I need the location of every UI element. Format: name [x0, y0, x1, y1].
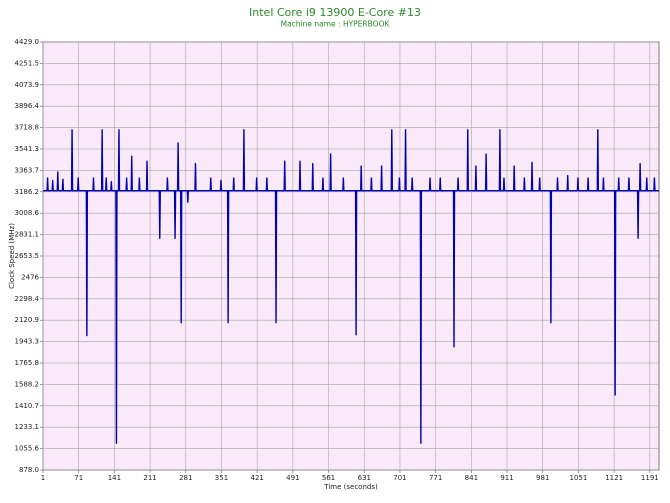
- x-tick-label: 981: [536, 474, 549, 482]
- y-tick-label: 3008.6: [15, 209, 40, 217]
- y-tick-label: 3718.8: [15, 124, 40, 132]
- y-tick-label: 3363.7: [15, 166, 40, 174]
- y-tick-label: 4251.5: [15, 59, 40, 67]
- y-axis-label: Clock Speed (MHz): [8, 223, 16, 289]
- x-tick-label: 1: [41, 474, 45, 482]
- x-tick-label: 701: [393, 474, 406, 482]
- x-tick-label: 771: [429, 474, 442, 482]
- x-tick-label: 351: [215, 474, 228, 482]
- x-tick-label: 561: [322, 474, 335, 482]
- x-tick-label: 421: [250, 474, 263, 482]
- y-tick-label: 2476: [21, 273, 39, 281]
- x-tick-label: 841: [465, 474, 478, 482]
- x-tick-label: 491: [286, 474, 299, 482]
- y-tick-label: 1765.8: [15, 359, 40, 367]
- x-tick-label: 1191: [641, 474, 659, 482]
- chart-title: Intel Core i9 13900 E-Core #13: [249, 6, 421, 19]
- grid: 878.0 1055.6 1233.1 1410.7 1588.2 1765.8 1943.…: [15, 38, 659, 482]
- data-line: [43, 129, 659, 444]
- y-tick-label: 3896.4: [15, 102, 40, 110]
- x-tick-label: 71: [74, 474, 83, 482]
- x-tick-label: 141: [108, 474, 121, 482]
- y-tick-label: 1055.6: [15, 445, 40, 453]
- x-tick-label: 1051: [570, 474, 588, 482]
- x-tick-label: 281: [179, 474, 192, 482]
- marks: [43, 129, 659, 444]
- y-tick-label: 4429.0: [15, 38, 40, 46]
- x-tick-label: 631: [358, 474, 371, 482]
- y-tick-label: 2653.5: [15, 252, 40, 260]
- y-tick-label: 1410.7: [15, 402, 40, 410]
- y-tick-label: 1233.1: [15, 423, 40, 431]
- y-tick-label: 1943.3: [15, 338, 40, 346]
- x-tick-label: 911: [500, 474, 513, 482]
- y-tick-label: 2298.4: [15, 295, 40, 303]
- y-tick-label: 2831.1: [15, 231, 40, 239]
- y-tick-label: 2120.9: [15, 316, 40, 324]
- y-tick-label: 3186.2: [15, 188, 40, 196]
- y-tick-label: 1588.2: [15, 380, 40, 388]
- y-tick-label: 3541.3: [15, 145, 40, 153]
- x-tick-label: 211: [143, 474, 156, 482]
- y-tick-label: 878.0: [19, 466, 39, 474]
- y-tick-label: 4073.9: [15, 81, 40, 89]
- x-axis-label: Time (seconds): [323, 483, 378, 491]
- chart-subtitle: Machine name : HYPERBOOK: [281, 20, 391, 29]
- x-tick-label: 1121: [605, 474, 623, 482]
